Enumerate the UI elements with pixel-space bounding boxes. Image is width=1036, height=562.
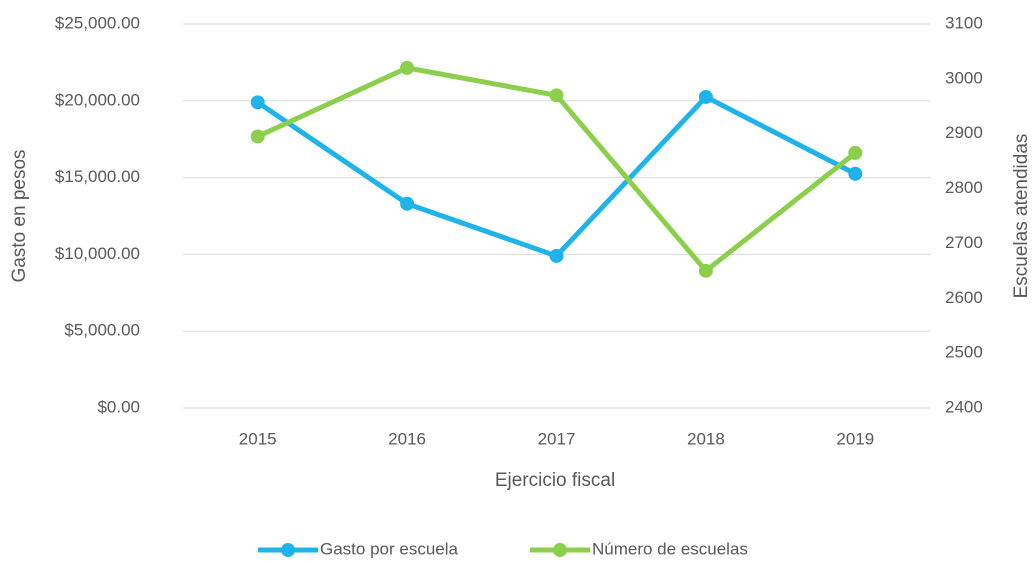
data-point (250, 129, 265, 144)
x-tick-label: 2018 (687, 429, 725, 448)
y2-tick-label: 2700 (945, 233, 983, 252)
data-point (549, 248, 564, 263)
y-tick-label: $20,000.00 (55, 90, 140, 109)
y-axis-title: Gasto en pesos (9, 149, 30, 282)
x-tick-label: 2017 (538, 429, 576, 448)
y2-tick-label: 2400 (945, 397, 983, 416)
y2-tick-label: 2800 (945, 178, 983, 197)
series-line (256, 94, 857, 259)
legend-marker (553, 543, 567, 557)
legend-marker (281, 543, 295, 557)
x-tick-label: 2015 (239, 429, 277, 448)
data-point (848, 145, 863, 160)
legend-label: Número de escuelas (592, 539, 748, 558)
y2-tick-label: 3100 (945, 13, 983, 32)
y2-tick-label: 2600 (945, 288, 983, 307)
data-point (698, 89, 713, 104)
legend-label: Gasto por escuela (320, 539, 459, 558)
data-point (848, 166, 863, 181)
data-point (400, 196, 415, 211)
y2-tick-label: 2900 (945, 123, 983, 142)
y-tick-label: $0.00 (97, 397, 140, 416)
y-tick-label: $25,000.00 (55, 13, 140, 32)
x-tick-label: 2016 (388, 429, 426, 448)
y2-axis-title: Escuelas atendidas (1011, 134, 1032, 299)
y2-tick-label: 3000 (945, 68, 983, 87)
data-point (250, 95, 265, 110)
y-tick-label: $10,000.00 (55, 244, 140, 263)
x-axis-title: Ejercicio fiscal (495, 470, 615, 491)
y2-tick-label: 2500 (945, 343, 983, 362)
data-point (549, 88, 564, 103)
y-tick-label: $15,000.00 (55, 167, 140, 186)
data-point (400, 60, 415, 75)
data-point (698, 263, 713, 278)
x-tick-label: 2019 (836, 429, 874, 448)
y-tick-label: $5,000.00 (64, 321, 140, 340)
